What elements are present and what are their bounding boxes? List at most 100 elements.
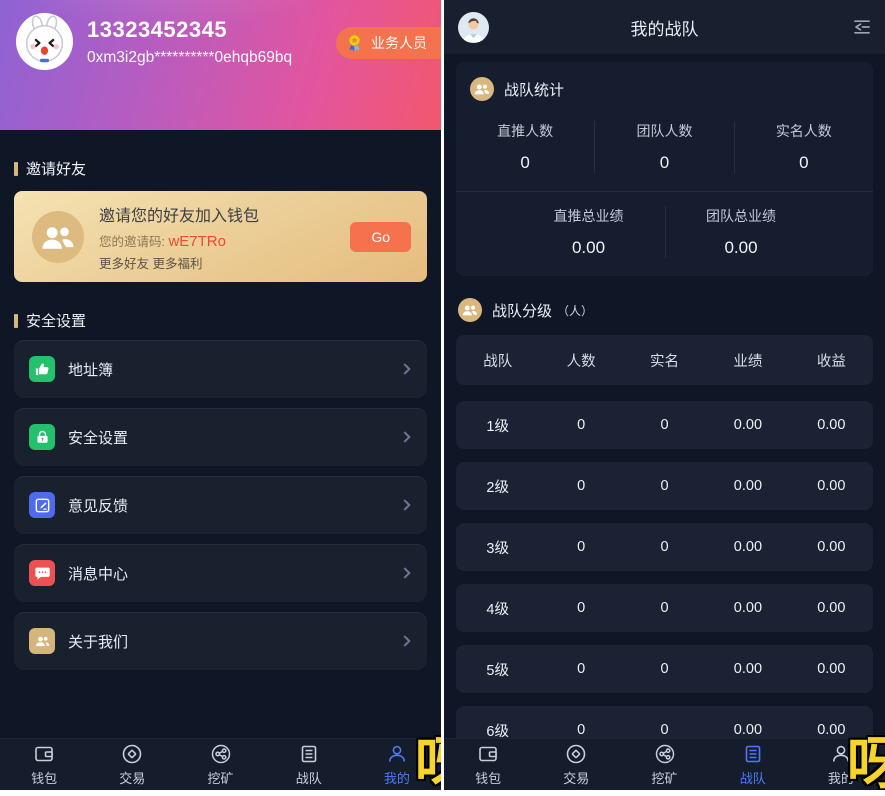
- table-cell: 0.00: [733, 600, 763, 616]
- table-cell: 0: [577, 478, 586, 494]
- table-cell: 2级: [486, 479, 509, 496]
- address-book-icon: [29, 356, 55, 382]
- level-header-row: 战队 人数 实名 业绩 收益: [456, 335, 873, 385]
- invite-text: 邀请您的好友加入钱包 您的邀请码: wE7TRo 更多好友 更多福利: [99, 202, 259, 272]
- stat-value: 0: [520, 153, 530, 172]
- menu-list: 地址簿安全设置意见反馈消息中心关于我们: [14, 340, 427, 670]
- menu-item-消息中心[interactable]: 消息中心: [14, 544, 427, 602]
- table-cell: 5级: [486, 662, 509, 679]
- menu-item-安全设置[interactable]: 安全设置: [14, 408, 427, 466]
- stat-label: 团队人数: [636, 123, 693, 139]
- tab-label: 交易: [563, 771, 590, 786]
- table-cell: 0: [577, 600, 586, 616]
- invite-card: 邀请您的好友加入钱包 您的邀请码: wE7TRo 更多好友 更多福利 Go: [14, 191, 427, 282]
- tab-label: 交易: [119, 771, 146, 786]
- chevron-right-icon: [399, 431, 411, 443]
- tabbar-left: 钱包 交易 挖矿 战队 我的: [0, 738, 441, 790]
- tab-我的[interactable]: 我的: [797, 739, 885, 790]
- table-cell: 0.00: [733, 661, 763, 677]
- stat-value: 0.00: [724, 238, 758, 257]
- column-header: 业绩: [733, 353, 763, 370]
- wallet-icon: [476, 742, 500, 766]
- column-header: 实名: [650, 353, 680, 370]
- menu-item-label: 消息中心: [68, 565, 129, 583]
- team-stats-card: 战队统计 直推人数 0 团队人数 0 实名人数 0 直推总业绩 0.00 团队总业绩 0.00: [456, 62, 873, 276]
- table-cell: 0.00: [817, 417, 846, 433]
- table-row: 3级 0 0 0.00 0.00: [456, 523, 873, 571]
- tab-我的[interactable]: 我的: [353, 739, 441, 790]
- role-badge: 业务人员: [336, 27, 441, 59]
- tab-label: 我的: [383, 771, 410, 786]
- table-cell: 0.00: [733, 722, 763, 738]
- team-levels-unit: （人）: [557, 303, 594, 318]
- levels-people-icon: [458, 298, 482, 322]
- tab-战队[interactable]: 战队: [265, 739, 353, 790]
- column-header: 收益: [816, 353, 846, 370]
- table-cell: 3级: [486, 540, 509, 557]
- tab-钱包[interactable]: 钱包: [444, 739, 532, 790]
- table-cell: 4级: [486, 601, 509, 618]
- tab-交易[interactable]: 交易: [88, 739, 176, 790]
- tab-label: 我的: [827, 771, 854, 786]
- tabbar-right: 钱包 交易 挖矿 战队 我的: [444, 738, 885, 790]
- lock-icon: [29, 424, 55, 450]
- team-screen: 我的战队 战队统计 直推人数 0 团队人数 0 实名人数 0 直推总业绩 0.00 团队总业绩…: [444, 0, 885, 790]
- stat-value: 0: [799, 153, 809, 172]
- menu-item-关于我们[interactable]: 关于我们: [14, 612, 427, 670]
- team-stats-title: 战队统计: [504, 81, 565, 99]
- me-icon: [829, 742, 853, 766]
- tab-钱包[interactable]: 钱包: [0, 739, 88, 790]
- stat-col-团队人数: 团队人数 0: [594, 121, 733, 173]
- table-cell: 1级: [486, 418, 509, 435]
- phone-number: 13323452345: [87, 17, 228, 42]
- menu-item-地址簿[interactable]: 地址簿: [14, 340, 427, 398]
- profile-screen: 13323452345 0xm3i2gb**********0ehqb69bq …: [0, 0, 441, 790]
- table-cell: 0.00: [733, 417, 763, 433]
- team-levels-head: 战队分级 （人）: [456, 298, 873, 322]
- section-bar: [14, 161, 18, 176]
- stats-row1: 直推人数 0 团队人数 0 实名人数 0: [456, 101, 873, 175]
- tab-label: 战队: [295, 771, 322, 786]
- invite-code-line: 您的邀请码: wE7TRo: [99, 232, 226, 250]
- user-avatar[interactable]: [458, 12, 489, 43]
- menu-item-意见反馈[interactable]: 意见反馈: [14, 476, 427, 534]
- stat-label: 实名人数: [775, 123, 832, 139]
- stat-col-团队总业绩: 团队总业绩 0.00: [664, 206, 817, 258]
- table-cell: 0: [660, 661, 669, 677]
- column-header: 人数: [566, 353, 596, 370]
- table-row: 5级 0 0 0.00 0.00: [456, 645, 873, 693]
- stat-col-直推总业绩: 直推总业绩 0.00: [513, 206, 665, 258]
- table-cell: 0: [577, 722, 586, 738]
- fold-menu-icon[interactable]: [850, 15, 874, 39]
- chevron-right-icon: [399, 499, 411, 511]
- tab-战队[interactable]: 战队: [709, 739, 797, 790]
- tab-挖矿[interactable]: 挖矿: [176, 739, 264, 790]
- menu-item-label: 安全设置: [68, 429, 129, 447]
- table-cell: 0: [660, 722, 669, 738]
- invite-code: wE7TRo: [168, 232, 226, 250]
- feedback-icon: [29, 492, 55, 518]
- tab-label: 挖矿: [651, 771, 678, 786]
- table-cell: 0.00: [817, 722, 846, 738]
- rabbit-avatar: [16, 13, 73, 70]
- team-stats-head: 战队统计: [456, 77, 873, 101]
- tab-交易[interactable]: 交易: [532, 739, 620, 790]
- security-section-title: 安全设置: [14, 310, 427, 331]
- invite-subtitle: 更多好友 更多福利: [99, 256, 203, 271]
- table-row: 4级 0 0 0.00 0.00: [456, 584, 873, 632]
- table-cell: 0: [660, 478, 669, 494]
- message-icon: [29, 560, 55, 586]
- menu-item-label: 关于我们: [68, 633, 129, 651]
- stat-value: 0: [659, 153, 670, 172]
- tab-挖矿[interactable]: 挖矿: [620, 739, 708, 790]
- table-cell: 0: [660, 417, 669, 433]
- stats-row2: 直推总业绩 0.00 团队总业绩 0.00: [456, 206, 873, 258]
- column-header: 战队: [483, 353, 513, 370]
- go-button[interactable]: Go: [350, 221, 411, 252]
- stat-value: 0.00: [571, 238, 606, 257]
- invite-title: 邀请您的好友加入钱包: [99, 207, 260, 225]
- table-cell: 0: [660, 600, 669, 616]
- table-cell: 0: [577, 417, 586, 433]
- menu-item-label: 地址簿: [68, 361, 114, 379]
